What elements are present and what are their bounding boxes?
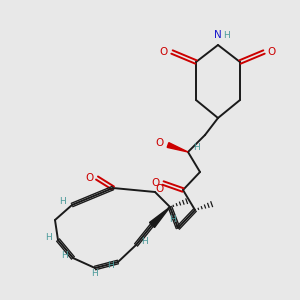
Text: O: O — [268, 47, 276, 57]
Text: O: O — [155, 184, 163, 194]
Text: H: H — [224, 31, 230, 40]
Text: N: N — [214, 30, 222, 40]
Text: H: H — [60, 197, 66, 206]
Polygon shape — [149, 207, 170, 227]
Text: O: O — [85, 173, 93, 183]
Polygon shape — [167, 142, 188, 152]
Text: H: H — [46, 232, 52, 242]
Text: O: O — [160, 47, 168, 57]
Text: H: H — [141, 238, 147, 247]
Text: H: H — [61, 250, 68, 260]
Text: H: H — [92, 269, 98, 278]
Text: O: O — [156, 138, 164, 148]
Text: H: H — [106, 260, 113, 269]
Text: H: H — [193, 142, 200, 152]
Text: H: H — [169, 215, 176, 224]
Text: O: O — [151, 178, 159, 188]
